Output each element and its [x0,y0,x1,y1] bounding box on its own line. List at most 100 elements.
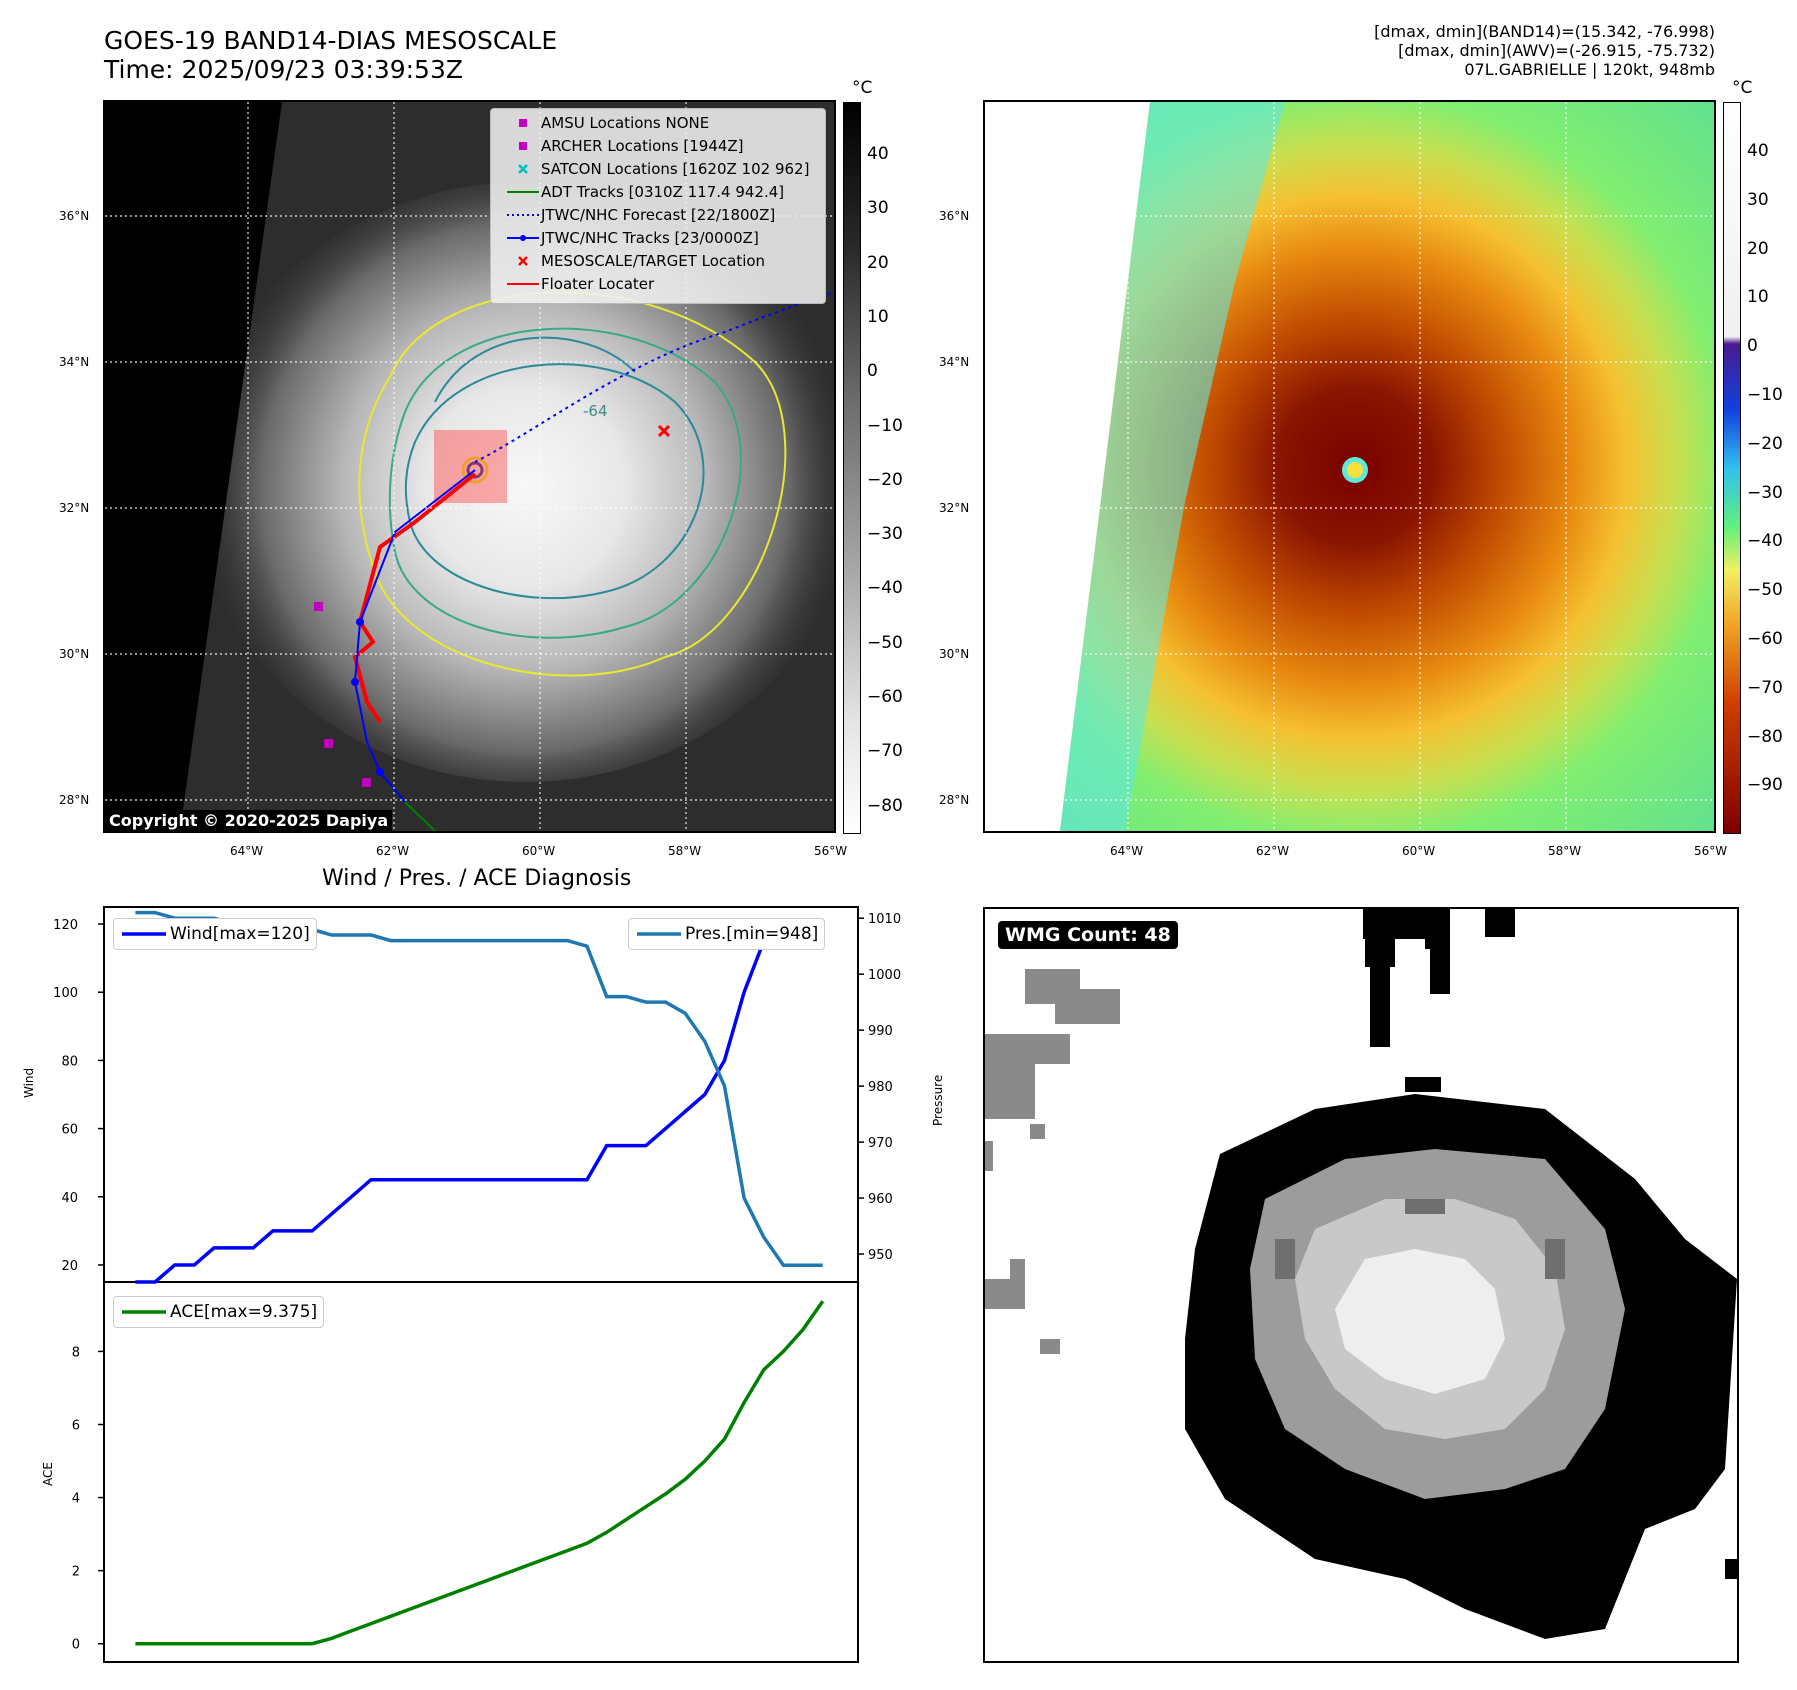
ace-legend: ACE[max=9.375] [113,1296,325,1328]
ir-map-lon-label: 64°W [230,844,264,858]
pressure-tick-label: 960 [868,1192,893,1207]
legend-item: ARCHER Locations [1944Z] [491,134,825,157]
colorbar-left [843,102,861,834]
colorbar-left-tick: −80 [867,795,903,816]
awv-map-lat-label: 32°N [939,501,970,515]
legend-symbol [505,255,541,267]
ir-map-lon-label: 56°W [814,844,848,858]
ir-map-lon-label: 58°W [668,844,702,858]
legend-item: SATCON Locations [1620Z 102 962] [491,157,825,180]
legend-symbol [505,117,541,129]
awv-map-lat-label: 34°N [939,355,970,369]
colorbar-right-tick: −70 [1747,677,1783,698]
legend-symbol [505,163,541,175]
colorbar-right-tick: −40 [1747,531,1783,552]
contour-label: -64 [583,402,608,420]
colorbar-left-tick: −30 [867,524,903,545]
colorbar-right [1723,102,1741,834]
figure-title: GOES-19 BAND14-DIAS MESOSCALE Time: 2025… [104,26,557,84]
pressure-legend-swatch [637,932,681,936]
colorbar-right-tick: 30 [1747,189,1769,210]
ir-map-lat-label: 34°N [59,355,90,369]
legend-symbol [505,210,541,220]
awv-map-lon-label: 62°W [1256,844,1290,858]
ace-legend-label: ACE[max=9.375] [170,1302,318,1322]
awv-map-lon-label: 64°W [1110,844,1144,858]
ace-tick-label: 2 [72,1565,80,1580]
legend-label: MESOSCALE/TARGET Location [541,251,766,270]
legend-symbol [505,187,541,197]
pressure-tick-label: 990 [868,1024,893,1039]
ir-map-lat-label: 28°N [59,793,90,807]
wind-tick-label: 60 [61,1123,78,1138]
pressure-tick-label: 1010 [868,912,901,927]
ace-tick-label: 4 [72,1492,80,1507]
pressure-tick-label: 950 [868,1248,893,1263]
wind-tick-label: 100 [53,986,78,1001]
colorbar-right-tick: −60 [1747,629,1783,649]
ir-map-lon-label: 62°W [376,844,410,858]
info-line-1: [dmax, dmin](BAND14)=(15.342, -76.998) [1374,22,1715,41]
colorbar-right-tick: −10 [1747,385,1783,405]
ir-map-lat-label: 30°N [59,647,90,661]
ir-map-lat-label: 36°N [59,209,90,223]
colorbar-left-tick: −10 [867,415,903,436]
legend-label: AMSU Locations NONE [541,113,710,132]
ace-tick-label: 0 [72,1638,80,1653]
copyright-label: Copyright © 2020-2025 Dapiya [105,810,393,831]
legend-label: ADT Tracks [0310Z 117.4 942.4] [541,182,785,201]
ace-axis-label: ACE [41,1462,55,1486]
wind-axis-label: Wind [22,1067,36,1098]
colorbar-left-tick: 0 [867,361,878,382]
colorbar-left-tick: 30 [867,198,889,219]
legend-label: JTWC/NHC Forecast [22/1800Z] [541,205,776,224]
title-line-1: GOES-19 BAND14-DIAS MESOSCALE [104,26,558,55]
colorbar-right-tick: 10 [1747,287,1769,308]
legend-label: Floater Locater [541,274,655,293]
ir-map-panel: -64 Copyright © 2020-2025 Dapiya AMSU Lo… [103,100,836,833]
colorbar-left-tick: −70 [867,741,903,762]
wind-legend: Wind[max=120] [113,918,317,950]
ace-legend-swatch [122,1310,166,1314]
diagnosis-title: Wind / Pres. / ACE Diagnosis [322,866,632,891]
pressure-tick-label: 980 [868,1080,893,1095]
awv-map-lon-label: 58°W [1548,844,1582,858]
wmg-image [985,909,1737,1639]
legend-item: MESOSCALE/TARGET Location [491,249,825,272]
legend-item: JTWC/NHC Forecast [22/1800Z] [491,203,825,226]
storm-info: [dmax, dmin](BAND14)=(15.342, -76.998) [… [1374,22,1715,79]
wind-tick-label: 120 [53,918,78,933]
ace-series-line [135,1300,825,1646]
awv-map-lon-label: 56°W [1694,844,1728,858]
awv-map-image [985,102,1714,831]
colorbar-left-tick: 10 [867,306,889,327]
legend-item: Floater Locater [491,272,825,295]
ir-map-lat-label: 32°N [59,501,90,515]
legend-label: ARCHER Locations [1944Z] [541,136,744,155]
info-line-3: 07L.GABRIELLE | 120kt, 948mb [1464,60,1715,79]
legend-label: JTWC/NHC Tracks [23/0000Z] [541,228,759,247]
colorbar-right-tick: 20 [1747,238,1769,259]
wmg-panel [983,907,1739,1663]
pressure-axis-label: Pressure [931,1074,945,1126]
wind-tick-label: 40 [61,1191,78,1206]
legend-symbol [505,233,541,243]
pressure-legend-label: Pres.[min=948] [685,924,819,944]
wmg-count-label: WMG Count: 48 [998,921,1178,949]
colorbar-left-tick: −50 [867,632,903,653]
title-line-2: Time: 2025/09/23 03:39:53Z [104,55,463,84]
ace-tick-label: 6 [72,1419,80,1434]
colorbar-left-tick: 20 [867,252,889,273]
pressure-tick-label: 970 [868,1136,893,1151]
pressure-series-line [135,910,823,1267]
ace-tick-label: 8 [72,1345,80,1360]
colorbar-left-tick: 40 [867,144,889,164]
awv-map-lat-label: 28°N [939,793,970,807]
colorbar-right-unit: °C [1732,78,1753,98]
colorbar-right-tick: −90 [1747,775,1783,796]
legend-label: SATCON Locations [1620Z 102 962] [541,159,810,178]
wind-tick-label: 80 [61,1054,78,1069]
wind-legend-label: Wind[max=120] [170,924,310,944]
colorbar-right-tick: −80 [1747,726,1783,747]
pressure-legend: Pres.[min=948] [628,918,826,950]
